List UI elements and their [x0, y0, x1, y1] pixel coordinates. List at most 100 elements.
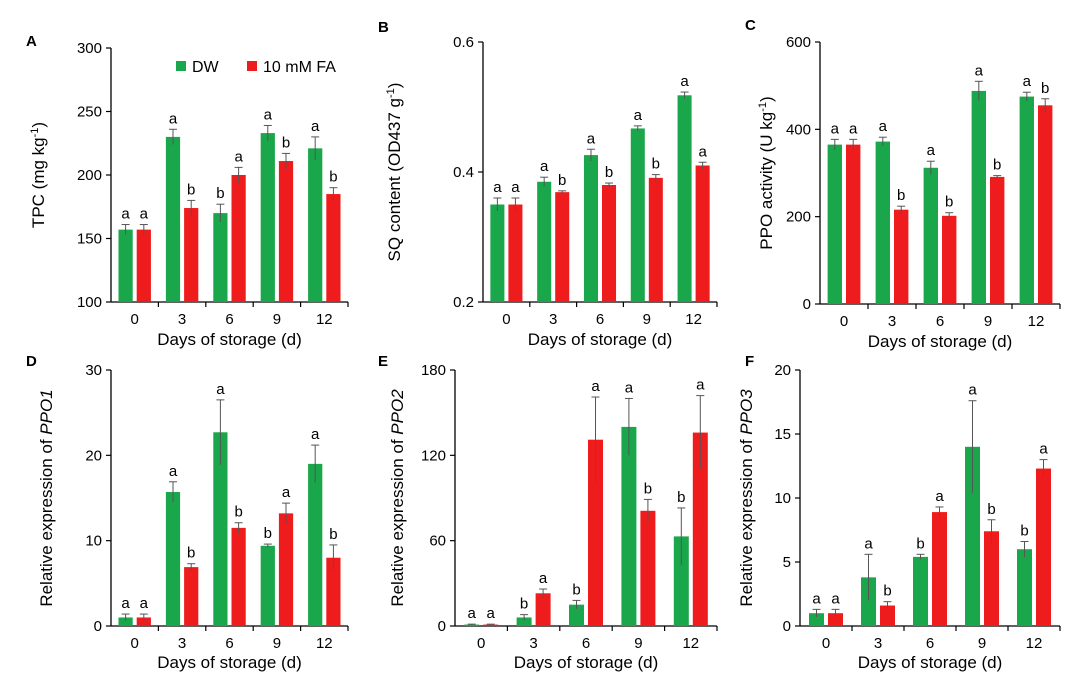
y-tick-label: 100 [77, 294, 102, 311]
significance-letter: b [234, 504, 242, 521]
significance-letter: b [329, 169, 337, 186]
dw-bar [490, 204, 505, 302]
fa-bar [184, 567, 199, 626]
fa-bar [483, 624, 499, 626]
dw-bar [260, 545, 275, 626]
fa-bar [508, 204, 523, 302]
y-axis-label-main: Relative expression of [737, 435, 756, 607]
significance-letter: a [591, 378, 600, 395]
significance-letter: a [927, 142, 936, 159]
x-tick-label: 0 [502, 311, 510, 328]
y-tick-label: 20 [774, 362, 791, 379]
dw-bar [1019, 96, 1034, 304]
significance-letter: a [493, 179, 502, 196]
fa-bar [894, 209, 909, 304]
y-axis-label: SQ content (OD437 g-1) [385, 83, 404, 262]
dw-bar [537, 181, 552, 302]
significance-letter: b [883, 583, 891, 600]
fa-bar [184, 208, 199, 302]
x-tick-label: 6 [225, 311, 233, 328]
y-tick-label: 120 [421, 447, 446, 464]
dw-bar [965, 446, 980, 626]
dw-bar [260, 133, 275, 302]
fa-bar [692, 432, 708, 626]
x-axis-label: Days of storage (d) [157, 653, 302, 672]
fa-bar [695, 165, 710, 302]
significance-letter: a [169, 110, 178, 127]
significance-letter: b [897, 187, 905, 204]
y-axis-label-tail: ) [757, 96, 776, 102]
significance-letter: a [140, 595, 149, 612]
dw-bar [308, 148, 323, 302]
y-tick-label: 0 [94, 618, 102, 635]
significance-letter: b [520, 596, 528, 613]
y-tick-label: 300 [77, 40, 102, 57]
x-tick-label: 6 [225, 635, 233, 652]
fa-bar [326, 194, 341, 302]
legend-label-fa: 10 mM FA [263, 59, 336, 76]
y-tick-label: 200 [77, 167, 102, 184]
x-axis-label: Days of storage (d) [157, 330, 302, 349]
dw-bar [213, 213, 228, 302]
fa-bar [932, 512, 947, 626]
y-tick-label: 20 [85, 447, 102, 464]
significance-letter: b [1041, 80, 1049, 97]
panel-letter: E [378, 353, 388, 370]
x-tick-label: 0 [131, 635, 139, 652]
fa-bar [555, 192, 570, 302]
y-axis-label: TPC (mg kg-1) [29, 122, 48, 228]
y-tick-label: 0 [438, 618, 446, 635]
significance-letter: a [587, 130, 596, 147]
fa-bar [1036, 468, 1051, 626]
significance-letter: a [680, 73, 689, 90]
significance-letter: a [975, 62, 984, 79]
significance-letter: a [311, 118, 320, 135]
x-tick-label: 0 [131, 311, 139, 328]
significance-letter: a [698, 143, 707, 160]
fa-bar [648, 177, 663, 302]
y-axis-label-gene: PPO2 [388, 389, 407, 435]
x-tick-label: 0 [822, 635, 830, 652]
significance-letter: a [1023, 73, 1032, 90]
significance-letter: b [282, 134, 290, 151]
y-axis-label-superscript: -1 [757, 102, 769, 112]
significance-letter: b [558, 172, 566, 189]
significance-letter: a [264, 106, 273, 123]
y-tick-label: 150 [77, 231, 102, 248]
y-axis-label-tail: ) [385, 83, 404, 89]
y-axis-label-main: TPC (mg kg [29, 137, 48, 228]
y-axis-label: Relative expression of PPO2 [388, 389, 407, 607]
x-tick-label: 12 [1026, 635, 1043, 652]
significance-letter: a [864, 535, 873, 552]
fa-bar [602, 185, 617, 302]
significance-letter: a [968, 382, 977, 399]
x-tick-label: 9 [634, 635, 642, 652]
fa-bar [846, 144, 861, 304]
panel-letter: F [745, 353, 754, 370]
significance-letter: a [540, 158, 549, 175]
significance-letter: a [311, 426, 320, 443]
significance-letter: b [187, 545, 195, 562]
legend-swatch-fa [247, 61, 257, 71]
panel-letter: A [26, 33, 37, 50]
significance-letter: a [625, 379, 634, 396]
y-tick-label: 0 [783, 618, 791, 635]
significance-letter: b [572, 581, 580, 598]
x-tick-label: 6 [596, 311, 604, 328]
significance-letter: a [1039, 441, 1048, 458]
fa-bar [278, 161, 294, 302]
x-tick-label: 12 [1028, 313, 1045, 330]
dw-bar [118, 229, 133, 302]
significance-letter: b [216, 185, 224, 202]
fa-bar [278, 513, 294, 626]
panel-letter: C [745, 17, 756, 34]
significance-letter: a [140, 206, 149, 223]
fa-bar [136, 617, 151, 626]
x-axis-label: Days of storage (d) [528, 330, 673, 349]
x-tick-label: 0 [840, 313, 848, 330]
y-axis-label-main: PPO activity (U kg [757, 112, 776, 250]
y-tick-label: 5 [783, 554, 791, 571]
dw-bar [875, 141, 890, 304]
